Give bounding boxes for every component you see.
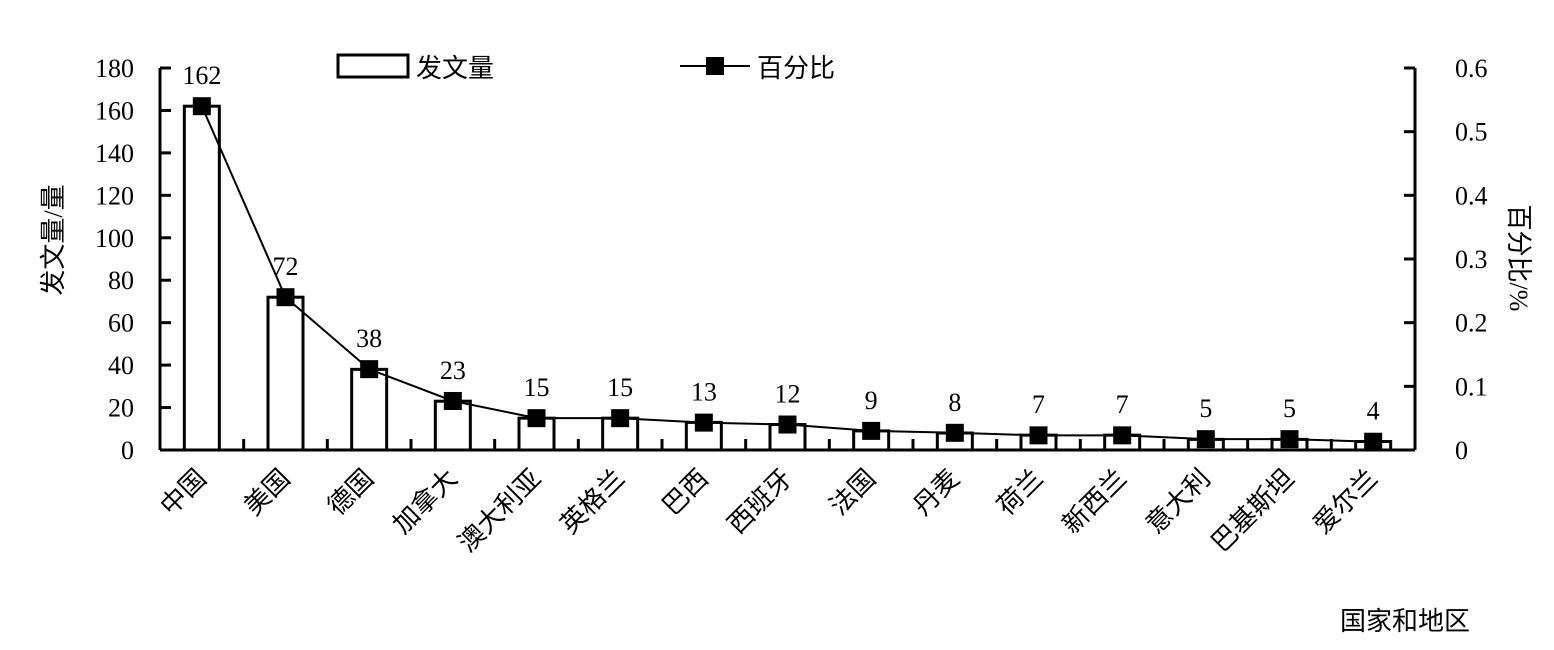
x-tick-label-9: 丹麦 (908, 464, 965, 521)
y-tick-label-1: 20 (108, 394, 134, 423)
x-tick-label-6: 巴西 (657, 464, 714, 521)
bar-label-12: 5 (1199, 394, 1212, 423)
x-tick-label-11: 新西兰 (1057, 464, 1133, 540)
percent-marker-8 (862, 421, 881, 440)
percent-marker-6 (694, 413, 713, 432)
x-tick-label-12: 意大利 (1140, 464, 1216, 540)
bar-label-13: 5 (1283, 394, 1296, 423)
percent-marker-3 (443, 391, 462, 410)
bar-label-7: 12 (775, 380, 801, 409)
x-tick-label-7: 西班牙 (722, 464, 798, 540)
x-axis-title: 国家和地区 (1340, 607, 1470, 636)
percent-marker-5 (611, 409, 630, 428)
bar-0 (182, 104, 221, 452)
legend-line-marker (706, 57, 724, 75)
bar-label-14: 4 (1367, 397, 1380, 426)
x-tick-label-3: 加拿大 (387, 464, 463, 540)
percent-marker-7 (778, 415, 797, 434)
x-tick-label-5: 英格兰 (555, 464, 631, 540)
x-tick-label-13: 巴基斯坦 (1206, 464, 1300, 558)
y-tick-label-0: 0 (121, 436, 134, 465)
percent-marker-14 (1364, 432, 1383, 451)
y2-tick-label-2: 0.2 (1455, 309, 1488, 338)
y-tick-label-7: 140 (95, 139, 134, 168)
x-tick-label-8: 法国 (824, 464, 881, 521)
bar-label-6: 13 (691, 377, 717, 406)
legend-bar-label: 发文量 (416, 54, 494, 83)
y2-tick-label-3: 0.3 (1455, 245, 1488, 274)
y2-tick-label-0: 0 (1455, 436, 1468, 465)
bar-label-9: 8 (948, 388, 961, 417)
bar-label-0: 162 (182, 61, 221, 90)
y-tick-label-5: 100 (95, 224, 134, 253)
bar-label-5: 15 (607, 373, 633, 402)
y2-axis-title: 百分比/% (1504, 205, 1533, 312)
x-tick-label-2: 德国 (322, 464, 379, 521)
percent-marker-13 (1280, 430, 1299, 449)
y2-tick-label-1: 0.1 (1455, 372, 1488, 401)
percent-marker-1 (276, 288, 295, 307)
bar-2 (350, 367, 389, 452)
percent-marker-12 (1196, 430, 1215, 449)
percent-marker-9 (945, 423, 964, 442)
bar-label-8: 9 (865, 386, 878, 415)
percent-marker-11 (1113, 426, 1132, 445)
x-tick-label-10: 荷兰 (991, 464, 1048, 521)
y-tick-label-8: 160 (95, 96, 134, 125)
bar-label-10: 7 (1032, 390, 1045, 419)
legend-line-label: 百分比 (757, 54, 835, 83)
bar-label-4: 15 (524, 373, 550, 402)
x-tick-label-4: 澳大利亚 (453, 464, 547, 558)
percent-marker-4 (527, 409, 546, 428)
y-tick-label-4: 80 (108, 266, 134, 295)
bar-label-2: 38 (356, 324, 382, 353)
bar-label-11: 7 (1116, 390, 1129, 419)
x-tick-label-0: 中国 (155, 464, 212, 521)
percent-marker-0 (192, 97, 211, 116)
percent-marker-10 (1029, 426, 1048, 445)
bar-1 (266, 295, 305, 452)
x-tick-label-1: 美国 (238, 464, 295, 521)
legend-bar-swatch (336, 53, 410, 79)
y-tick-label-9: 180 (95, 54, 134, 83)
x-tick-label-14: 爱尔兰 (1308, 464, 1384, 540)
y2-tick-label-4: 0.4 (1455, 181, 1488, 210)
y-axis-title: 发文量/量 (39, 184, 68, 295)
y-tick-label-3: 60 (108, 309, 134, 338)
y-tick-label-2: 40 (108, 351, 134, 380)
y2-tick-label-6: 0.6 (1455, 54, 1488, 83)
percent-marker-2 (360, 360, 379, 379)
bar-label-3: 23 (440, 356, 466, 385)
y2-tick-label-5: 0.5 (1455, 118, 1488, 147)
y-tick-label-6: 120 (95, 181, 134, 210)
